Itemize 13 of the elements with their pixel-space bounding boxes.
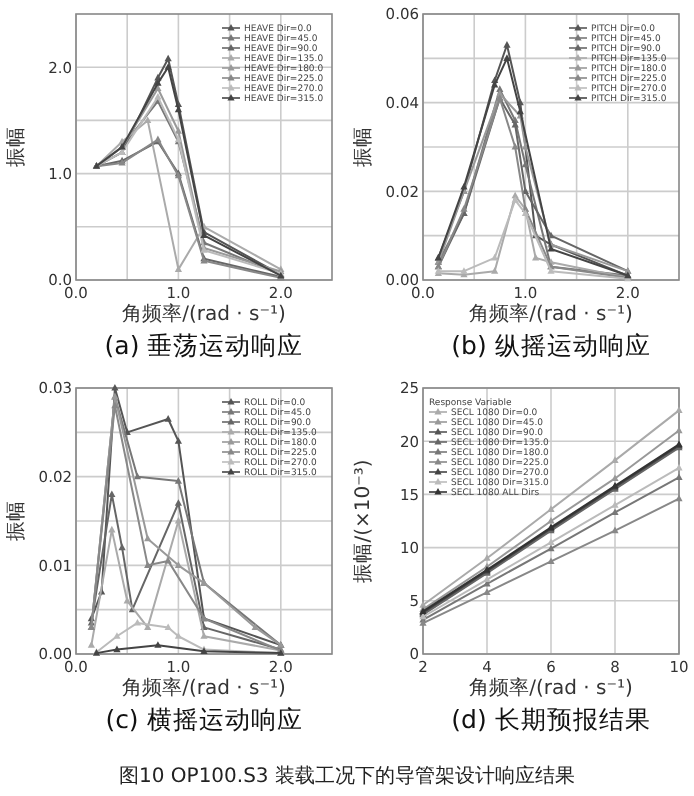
- y-axis-title: 振幅: [4, 501, 28, 541]
- x-axis-title: 角频率/(rad · s⁻¹): [122, 302, 286, 326]
- x-axis-title: 角频率/(rad · s⁻¹): [469, 302, 633, 326]
- y-axis-title: 振幅: [4, 127, 28, 167]
- x-axis-title: 角频率/(rad · s⁻¹): [122, 676, 286, 700]
- text: (a) 垂荡运动响应: [104, 330, 304, 360]
- text: (d) 长期预报结果: [451, 704, 651, 734]
- caption: 图10 OP100.S3 装载工况下的导管架设计响应结果: [119, 764, 575, 788]
- text: (b) 纵摇运动响应: [451, 330, 651, 360]
- x-axis-title: 角频率/(rad · s⁻¹): [469, 676, 633, 700]
- y-axis-title: 振幅/(×10⁻³): [351, 459, 375, 583]
- text: (c) 横摇运动响应: [105, 704, 303, 734]
- y-axis-title: 振幅: [351, 127, 375, 167]
